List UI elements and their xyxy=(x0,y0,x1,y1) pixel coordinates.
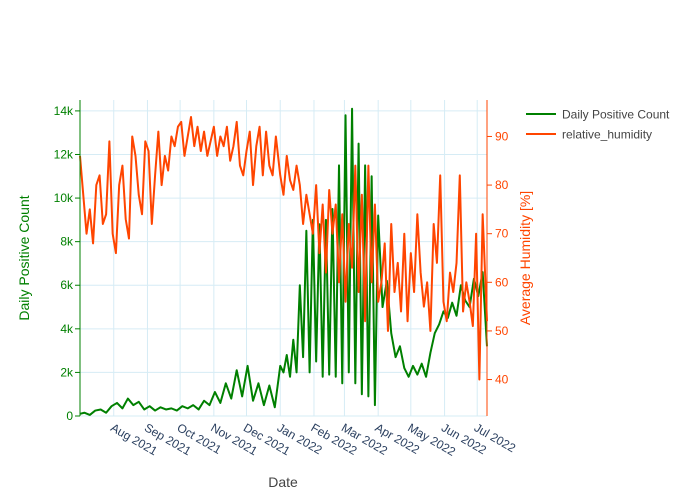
series-line-daily-positive-count xyxy=(79,107,488,416)
y-left-tick-label: 0 xyxy=(66,409,73,423)
y-left-axis-title: Daily Positive Count xyxy=(16,195,32,320)
y-right-tick-label: 80 xyxy=(495,178,509,192)
y-left-tick-label: 10k xyxy=(54,191,74,205)
y-right-tick-label: 90 xyxy=(495,129,509,143)
y-left-tick-label: 8k xyxy=(60,235,74,249)
y-right-tick-label: 40 xyxy=(495,373,509,387)
y-left-tick-label: 12k xyxy=(54,147,74,161)
legend-item-positive[interactable]: Daily Positive Count xyxy=(526,108,670,122)
legend-label-positive: Daily Positive Count xyxy=(562,108,670,122)
series-line-relative-humidity xyxy=(79,116,488,381)
legend-item-humidity[interactable]: relative_humidity xyxy=(526,128,652,142)
y-left-tick-label: 6k xyxy=(60,278,74,292)
y-left-tick-label: 4k xyxy=(60,322,74,336)
series-layer xyxy=(79,107,488,416)
y-left-tick-label: 14k xyxy=(54,104,74,118)
legend-label-humidity: relative_humidity xyxy=(562,128,652,142)
y-right-tick-label: 50 xyxy=(495,324,509,338)
y-right-tick-label: 70 xyxy=(495,227,509,241)
y-left-tick-label: 2k xyxy=(60,365,74,379)
y-right-axis-title: Average Humidity [%] xyxy=(517,191,533,325)
legend[interactable]: Daily Positive Count relative_humidity xyxy=(526,108,670,142)
x-axis-title: Date xyxy=(268,474,298,490)
y-right-tick-label: 60 xyxy=(495,275,509,289)
